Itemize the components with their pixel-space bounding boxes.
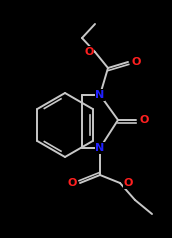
Text: O: O (123, 178, 133, 188)
Text: O: O (84, 47, 94, 57)
Text: N: N (95, 143, 105, 153)
Text: N: N (95, 90, 105, 100)
Text: O: O (131, 57, 141, 67)
Text: O: O (139, 115, 149, 125)
Text: O: O (67, 178, 77, 188)
